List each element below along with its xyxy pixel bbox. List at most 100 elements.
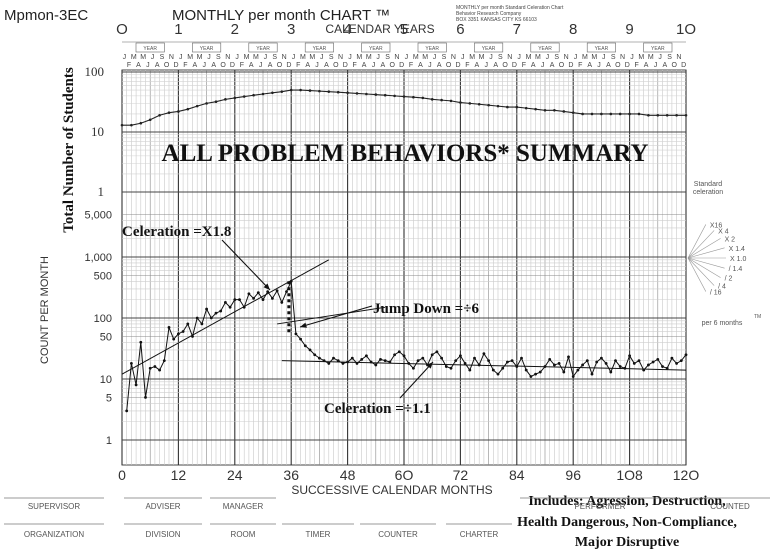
count-point [430,353,434,357]
count-point [308,348,312,352]
celeration-down-arrow-head [426,362,433,369]
count-point [482,352,486,356]
count-point [360,357,364,361]
month-letter: A [249,62,254,69]
students-point [289,88,293,92]
month-letter: A [644,62,649,69]
count-point [595,360,599,364]
count-point [299,337,302,341]
month-letter: J [405,54,409,61]
month-letter: J [207,54,211,61]
month-letter: M [582,54,588,61]
month-letter: O [164,62,170,69]
students-point [355,92,359,95]
fan-tm: TM [754,314,761,320]
month-letter: M [648,54,654,61]
month-letter: F [465,62,469,69]
students-point [148,118,152,122]
month-letter: M [140,54,146,61]
year-tick-label: 4 [343,21,351,38]
count-point [144,395,147,399]
count-point [271,296,274,300]
month-letter: M [197,54,203,61]
count-point [393,353,396,357]
year-box-label: YEAR [651,46,665,52]
footer-fields: SUPERVISOR ADVISER MANAGER PERFORMER COUNTED… [4,497,770,539]
month-letter: J [433,54,437,61]
count-point [609,370,613,374]
students-point [346,91,349,95]
students-point [430,98,434,101]
count-point [238,298,241,302]
count-point [350,356,354,360]
footer-bottom-label: ROOM [231,530,256,539]
month-letter: J [489,54,493,61]
count-point [651,360,655,364]
fan-label: / 1.4 [729,266,743,273]
count-point [209,316,213,320]
month-letter: D [681,62,686,69]
month-letter: O [672,62,678,69]
publisher-line-2: Behavior Research Company [456,11,522,17]
month-letter: J [179,54,183,61]
month-letter: N [676,54,681,61]
fan-label: / 2 [725,276,733,283]
students-point [468,102,472,105]
students-point [318,89,321,93]
month-letter: M [309,54,315,61]
month-letter: A [381,62,386,69]
month-letter: F [522,62,526,69]
y-tick-label: 1,000 [84,252,112,264]
month-letter: A [418,62,423,69]
count-point [412,366,415,370]
students-point [393,94,396,98]
footer-bottom-label: CHARTER [460,530,499,539]
count-point [219,309,223,313]
month-letter: J [292,54,296,61]
month-letter: O [559,62,565,69]
footer-top-label: PERFORMER [574,502,625,511]
upper-y-axis-label: Total Number of Students [61,67,77,233]
count-point [590,372,594,376]
month-letter: F [353,62,357,69]
count-point [600,356,603,360]
month-letter: S [554,54,559,61]
count-point [233,298,237,302]
students-point [224,98,227,101]
students-point [233,96,237,100]
chart-title: ALL PROBLEM BEHAVIORS* SUMMARY [162,140,649,167]
year-tick-label: 2 [231,21,239,38]
fan-label: / 4 [718,284,726,291]
month-letter: F [296,62,300,69]
students-point [459,101,462,104]
count-point [327,362,331,365]
count-point [205,307,209,311]
month-letter: J [574,54,578,61]
count-point [665,366,669,370]
annotation-jump-down: Jump Down =÷6 [373,301,479,317]
year-box [361,42,391,53]
month-letter: O [220,62,226,69]
year-tick-label: 3 [287,21,295,38]
students-point [130,123,133,127]
count-point [313,353,317,357]
month-letter: O [446,62,452,69]
month-letter: D [512,62,517,69]
students-point [647,113,650,117]
count-point [195,316,199,320]
jump-down-reference-line [277,306,386,325]
month-letter: F [578,62,582,69]
count-point [435,350,439,354]
count-point [628,354,631,358]
footer-bottom-label: DIVISION [145,530,180,539]
fan-ray [687,247,725,259]
count-point [637,359,641,363]
month-letter: M [253,54,259,61]
month-letter: A [362,62,367,69]
month-letter: J [235,54,239,61]
count-point [303,344,307,348]
students-point [590,112,594,116]
y-tick-label: 100 [94,313,112,325]
month-letter: M [526,54,532,61]
